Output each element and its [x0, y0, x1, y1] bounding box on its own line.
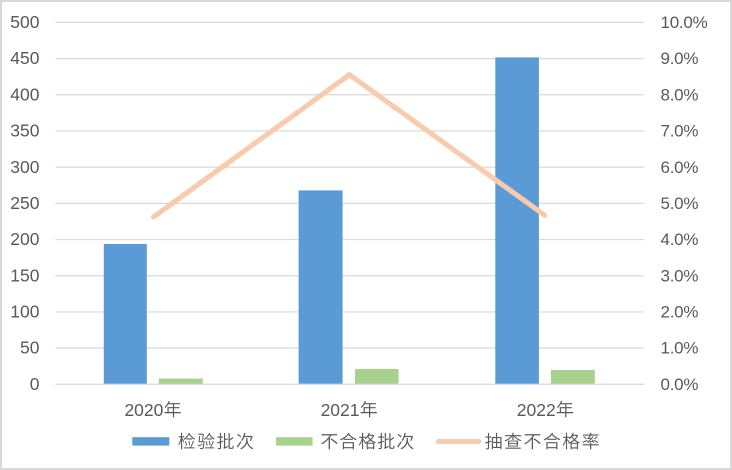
svg-text:1.0%: 1.0%	[661, 339, 699, 358]
svg-text:3.0%: 3.0%	[661, 266, 699, 285]
svg-text:2.0%: 2.0%	[661, 303, 699, 322]
svg-text:2022: 2022	[517, 400, 556, 420]
svg-text:6.0%: 6.0%	[661, 158, 699, 177]
svg-text:350: 350	[10, 121, 39, 141]
svg-text:8.0%: 8.0%	[661, 85, 699, 104]
svg-text:250: 250	[10, 193, 39, 213]
svg-text:200: 200	[10, 229, 39, 249]
svg-text:450: 450	[10, 48, 39, 68]
svg-text:400: 400	[10, 84, 39, 104]
svg-text:2020: 2020	[124, 400, 163, 420]
svg-text:50: 50	[20, 338, 40, 358]
svg-text:2021: 2021	[321, 400, 360, 420]
svg-text:4.0%: 4.0%	[661, 230, 699, 249]
svg-text:5.0%: 5.0%	[661, 194, 699, 213]
svg-text:100: 100	[10, 302, 39, 322]
svg-text:300: 300	[10, 157, 39, 177]
svg-text:0.0%: 0.0%	[661, 375, 699, 394]
svg-text:7.0%: 7.0%	[661, 122, 699, 141]
svg-text:0: 0	[30, 374, 40, 394]
svg-text:10.0%: 10.0%	[661, 13, 708, 32]
svg-text:9.0%: 9.0%	[661, 49, 699, 68]
svg-text:500: 500	[10, 12, 39, 32]
svg-text:150: 150	[10, 265, 39, 285]
